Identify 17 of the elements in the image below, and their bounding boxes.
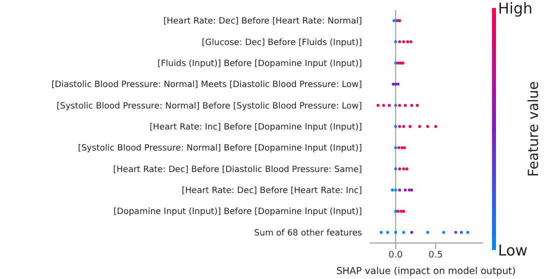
y-tick-label: [Heart Rate: Inc] Before [Dopamine Input (Input)] [150, 122, 362, 133]
y-tick-label: [Fluids (Input)] Before [Dopamine Input (Input)] [157, 58, 362, 69]
x-tick-label: 0.5 [428, 250, 443, 260]
y-tick-label: [Systolic Blood Pressure: Normal] Before [Dopamine Input (Input)] [78, 144, 362, 154]
y-tick-label: [Systolic Blood Pressure: Normal] Before [Systolic Blood Pressure: Low] [56, 101, 362, 112]
y-tick-label: Sum of 68 other features [254, 228, 363, 238]
y-tick-label: [Heart Rate: Dec] Before [Heart Rate: Normal] [163, 16, 362, 27]
y-tick-label: [Heart Rate: Dec] Before [Diastolic Blood Pressure: Same] [113, 164, 362, 175]
x-axis-title: SHAP value (impact on model output) [336, 266, 516, 277]
y-tick-label: [Dopamine Input (Input)] Before [Dopamine Input (Input)] [114, 207, 362, 218]
color-bar-label: Low [498, 241, 528, 260]
y-tick-label: [Glucose: Dec] Before [Fluids (Input)] [202, 38, 362, 48]
y-tick-label: [Diastolic Blood Pressure: Normal] Meets [Diastolic Blood Pressure: Low] [51, 80, 362, 90]
color-bar-title: Feature value [526, 81, 542, 177]
color-bar-label: High [498, 0, 532, 18]
x-tick-label: 0.0 [388, 250, 404, 260]
y-tick-label: [Heart Rate: Dec] Before [Heart Rate: Inc] [182, 186, 362, 196]
